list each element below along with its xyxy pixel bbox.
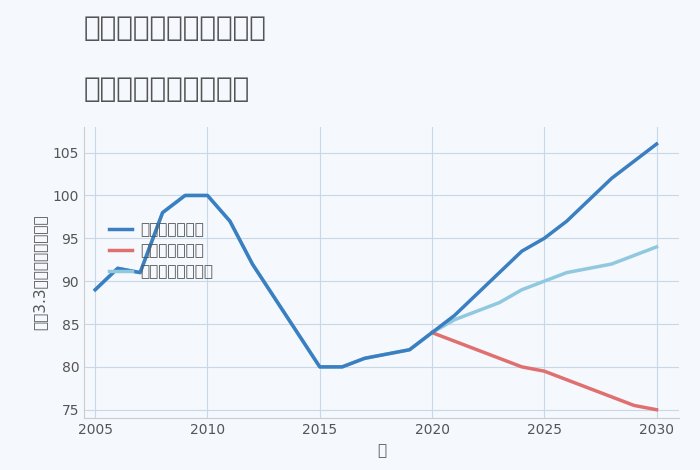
グッドシナリオ bbox=[585, 197, 594, 203]
グッドシナリオ bbox=[652, 141, 661, 147]
ノーマルシナリオ bbox=[428, 330, 436, 336]
ノーマルシナリオ bbox=[203, 193, 211, 198]
バッドシナリオ bbox=[630, 403, 638, 408]
バッドシナリオ bbox=[563, 377, 571, 383]
バッドシナリオ bbox=[652, 407, 661, 413]
グッドシナリオ bbox=[136, 270, 144, 275]
Text: 大阪府富田林市錦織東の: 大阪府富田林市錦織東の bbox=[84, 14, 267, 42]
グッドシナリオ bbox=[517, 248, 526, 254]
ノーマルシナリオ bbox=[405, 347, 414, 352]
ノーマルシナリオ bbox=[630, 253, 638, 258]
ノーマルシナリオ bbox=[517, 287, 526, 292]
ノーマルシナリオ bbox=[248, 261, 257, 267]
ノーマルシナリオ bbox=[585, 266, 594, 271]
ノーマルシナリオ bbox=[563, 270, 571, 275]
グッドシナリオ bbox=[293, 330, 302, 336]
バッドシナリオ bbox=[473, 347, 481, 352]
ノーマルシナリオ bbox=[293, 330, 302, 336]
バッドシナリオ bbox=[450, 338, 459, 344]
ノーマルシナリオ bbox=[608, 261, 616, 267]
Line: グッドシナリオ: グッドシナリオ bbox=[95, 144, 657, 367]
グッドシナリオ bbox=[608, 175, 616, 181]
ノーマルシナリオ bbox=[495, 300, 503, 306]
バッドシナリオ bbox=[517, 364, 526, 370]
グッドシナリオ bbox=[405, 347, 414, 352]
Legend: グッドシナリオ, バッドシナリオ, ノーマルシナリオ: グッドシナリオ, バッドシナリオ, ノーマルシナリオ bbox=[109, 222, 213, 279]
X-axis label: 年: 年 bbox=[377, 443, 386, 458]
グッドシナリオ bbox=[113, 266, 122, 271]
グッドシナリオ bbox=[360, 355, 369, 361]
ノーマルシナリオ bbox=[113, 266, 122, 271]
バッドシナリオ bbox=[540, 368, 549, 374]
バッドシナリオ bbox=[608, 394, 616, 399]
Y-axis label: 坪（3.3㎡）単価（万円）: 坪（3.3㎡）単価（万円） bbox=[32, 215, 47, 330]
グッドシナリオ bbox=[473, 291, 481, 297]
ノーマルシナリオ bbox=[338, 364, 346, 370]
バッドシナリオ bbox=[585, 385, 594, 391]
グッドシナリオ bbox=[271, 296, 279, 301]
グッドシナリオ bbox=[450, 313, 459, 318]
ノーマルシナリオ bbox=[540, 278, 549, 284]
グッドシナリオ bbox=[495, 270, 503, 275]
ノーマルシナリオ bbox=[473, 308, 481, 314]
ノーマルシナリオ bbox=[652, 244, 661, 250]
グッドシナリオ bbox=[630, 158, 638, 164]
グッドシナリオ bbox=[158, 210, 167, 215]
グッドシナリオ bbox=[225, 219, 234, 224]
Line: ノーマルシナリオ: ノーマルシナリオ bbox=[95, 196, 657, 367]
ノーマルシナリオ bbox=[450, 317, 459, 322]
グッドシナリオ bbox=[563, 219, 571, 224]
グッドシナリオ bbox=[428, 330, 436, 336]
グッドシナリオ bbox=[316, 364, 324, 370]
グッドシナリオ bbox=[248, 261, 257, 267]
ノーマルシナリオ bbox=[181, 193, 189, 198]
グッドシナリオ bbox=[203, 193, 211, 198]
グッドシナリオ bbox=[181, 193, 189, 198]
ノーマルシナリオ bbox=[383, 351, 391, 357]
ノーマルシナリオ bbox=[91, 287, 99, 292]
ノーマルシナリオ bbox=[158, 210, 167, 215]
ノーマルシナリオ bbox=[271, 296, 279, 301]
Line: バッドシナリオ: バッドシナリオ bbox=[432, 333, 657, 410]
ノーマルシナリオ bbox=[136, 270, 144, 275]
バッドシナリオ bbox=[495, 355, 503, 361]
グッドシナリオ bbox=[540, 235, 549, 241]
ノーマルシナリオ bbox=[360, 355, 369, 361]
グッドシナリオ bbox=[383, 351, 391, 357]
Text: 中古戸建ての価格推移: 中古戸建ての価格推移 bbox=[84, 75, 251, 103]
ノーマルシナリオ bbox=[316, 364, 324, 370]
ノーマルシナリオ bbox=[225, 219, 234, 224]
グッドシナリオ bbox=[338, 364, 346, 370]
バッドシナリオ bbox=[428, 330, 436, 336]
グッドシナリオ bbox=[91, 287, 99, 292]
